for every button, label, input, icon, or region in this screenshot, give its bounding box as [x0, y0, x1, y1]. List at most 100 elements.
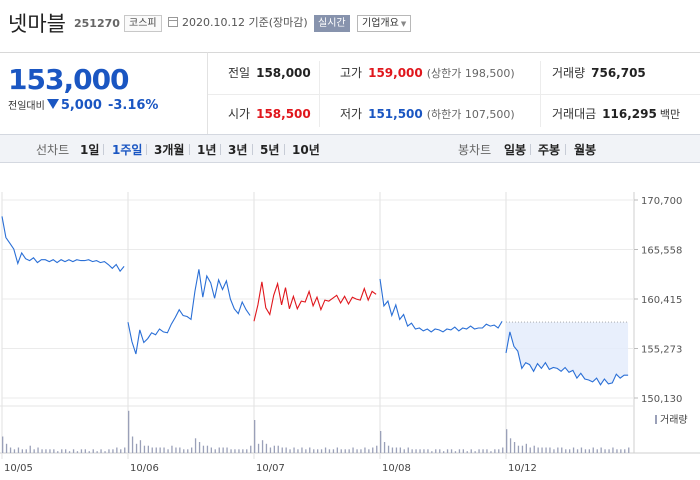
- volume-bar: [183, 449, 185, 453]
- low-label: 저가: [340, 107, 363, 121]
- volume-bar: [376, 445, 378, 453]
- volume-bar: [529, 447, 531, 453]
- volume-bar: [234, 449, 236, 453]
- volume-bar: [254, 420, 256, 453]
- volume-bar: [120, 449, 122, 453]
- tab-1d[interactable]: 1일: [80, 143, 100, 157]
- price-change-rate: -3.16%: [107, 98, 159, 113]
- tab-daily[interactable]: 일봉: [504, 143, 527, 157]
- prev-close-value: 158,000: [256, 66, 311, 80]
- volume-bar: [265, 443, 268, 453]
- y-tick-label: 165,558: [641, 246, 682, 257]
- volume-bar: [2, 436, 4, 453]
- trade-amount-unit: 백만: [659, 108, 681, 121]
- volume-bar: [612, 447, 614, 453]
- tab-separator: [146, 144, 147, 155]
- realtime-button[interactable]: 실시간: [314, 15, 350, 32]
- volume-bar: [124, 447, 126, 453]
- volume-bar: [561, 447, 563, 453]
- volume-bar: [194, 438, 197, 453]
- volume-bar: [399, 447, 401, 453]
- volume-bar: [596, 449, 598, 453]
- volume-bar: [21, 449, 23, 453]
- volume-bar: [242, 449, 244, 453]
- x-tick-label: 10/05: [4, 463, 33, 474]
- market-badge: 코스피: [124, 15, 162, 32]
- tab-3y[interactable]: 3년: [228, 143, 248, 157]
- x-tick-label: 10/07: [256, 463, 285, 474]
- volume-bar: [226, 447, 228, 453]
- tab-10y[interactable]: 10년: [292, 143, 320, 157]
- volume-bar: [553, 449, 555, 453]
- tab-5y[interactable]: 5년: [260, 143, 280, 157]
- volume-bar: [116, 447, 118, 453]
- volume-bar: [328, 449, 331, 453]
- volume-bar: [297, 449, 299, 453]
- volume-bar: [65, 449, 67, 453]
- volume-bar: [29, 445, 31, 453]
- volume-bar: [372, 447, 374, 453]
- volume-bar: [167, 449, 169, 453]
- company-overview-dropdown[interactable]: 기업개요 ▼: [357, 15, 412, 32]
- volume-bar: [576, 449, 579, 453]
- volume-bar: [41, 449, 43, 453]
- tab-1w[interactable]: 1주일: [112, 143, 143, 157]
- tab-1y[interactable]: 1년: [197, 143, 217, 157]
- stock-header: 넷마블 251270 코스피 2020.10.12 기준(장마감) 실시간 기업…: [0, 0, 700, 52]
- tab-monthly[interactable]: 월봉: [574, 143, 597, 157]
- volume-bar: [175, 447, 177, 453]
- volume-bar: [569, 449, 571, 453]
- price-chart[interactable]: 170,700 165,558 160,415 155,273 150,130 10/05…: [0, 164, 700, 480]
- volume-bar: [313, 449, 315, 453]
- stock-name: 넷마블: [8, 12, 66, 36]
- volume-bar: [230, 449, 232, 453]
- volume-bar: [281, 447, 283, 453]
- volume-bar: [159, 447, 161, 453]
- down-triangle-icon: [46, 99, 59, 109]
- volume-bar: [191, 447, 193, 453]
- y-tick-label: 150,130: [641, 394, 682, 405]
- volume-bar: [131, 436, 134, 453]
- open-label: 시가: [228, 107, 251, 121]
- low-value: 151,500: [368, 107, 423, 121]
- open-price: 시가 158,500: [228, 105, 311, 122]
- volume-bar: [100, 449, 102, 453]
- high-price: 고가 159,000 (상한가 198,500): [340, 64, 515, 81]
- volume-bar: [84, 449, 86, 453]
- volume-bar: [580, 447, 583, 453]
- volume-bar: [470, 449, 472, 453]
- volume-bar: [478, 449, 480, 453]
- tab-weekly[interactable]: 주봉: [538, 143, 561, 157]
- volume-bar: [407, 447, 409, 453]
- volume-bar: [61, 449, 63, 453]
- volume-label: 거래량: [552, 66, 586, 80]
- volume-bar: [391, 447, 394, 453]
- price-line-10-05: [1, 216, 125, 273]
- volume-bar: [344, 449, 346, 453]
- volume-bar: [360, 449, 362, 453]
- volume-bar: [135, 443, 138, 453]
- volume-bar: [336, 447, 338, 453]
- volume-bar: [431, 451, 433, 453]
- volume-bar: [128, 410, 130, 453]
- volume-bar: [250, 445, 252, 453]
- volume-bar: [565, 449, 567, 453]
- volume-bar: [513, 442, 516, 453]
- upper-limit: (상한가 198,500): [426, 67, 515, 80]
- volume-bar: [588, 449, 590, 453]
- volume-bar: [37, 447, 39, 453]
- tab-separator: [252, 144, 253, 155]
- volume-bar: [592, 447, 594, 453]
- company-overview-label: 기업개요: [362, 18, 399, 29]
- volume-bar: [403, 449, 405, 453]
- quote-divider: [540, 61, 541, 127]
- volume-bar: [68, 451, 71, 453]
- volume-bar: [179, 447, 181, 453]
- volume-bar: [419, 449, 421, 453]
- quote-date-value: 2020.10.12: [182, 16, 245, 29]
- tab-3m[interactable]: 3개월: [154, 143, 185, 157]
- tab-separator: [220, 144, 221, 155]
- volume-bar: [112, 449, 114, 453]
- volume-bar: [206, 445, 209, 453]
- y-tick-label: 170,700: [641, 196, 682, 207]
